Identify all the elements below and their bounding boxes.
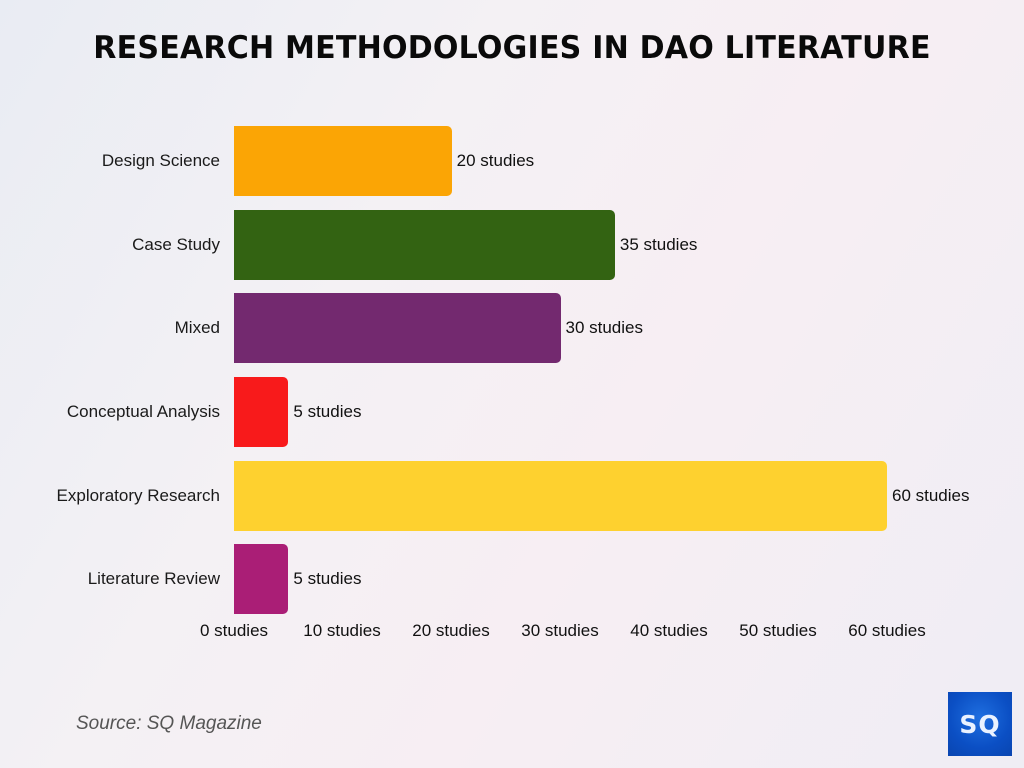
x-axis-tick: 20 studies: [412, 621, 490, 640]
category-label: Conceptual Analysis: [66, 402, 220, 421]
value-label: 5 studies: [293, 569, 362, 588]
bar-exploratory-research: [234, 461, 887, 531]
bar-design-science: [234, 126, 452, 196]
bar-literature-review: [234, 544, 289, 614]
bar-chart: Design Science 20 studies Case Study 35 stu…: [56, 126, 970, 640]
bar-conceptual-analysis: [234, 377, 289, 447]
value-label: 20 studies: [456, 151, 535, 170]
category-label: Case Study: [132, 235, 220, 254]
chart-title: RESEARCH METHODOLOGIES IN DAO LITERATURE: [93, 30, 931, 66]
bar-case-study: [234, 210, 615, 280]
value-label: 5 studies: [293, 402, 362, 421]
value-label: 60 studies: [892, 486, 970, 505]
logo-text: SQ: [959, 709, 1001, 739]
x-axis-tick: 10 studies: [303, 621, 381, 640]
sq-logo-icon: SQ: [948, 692, 1012, 756]
value-label: 30 studies: [565, 318, 644, 337]
category-label: Design Science: [101, 151, 220, 170]
category-label: Mixed: [174, 318, 220, 337]
x-axis-tick: 60 studies: [848, 621, 926, 640]
x-axis-tick: 0 studies: [199, 621, 269, 640]
x-axis-tick: 40 studies: [630, 621, 708, 640]
source-note: Source: SQ Magazine: [76, 713, 262, 734]
x-axis-tick: 30 studies: [521, 621, 599, 640]
bar-mixed: [234, 293, 561, 363]
x-axis-tick: 50 studies: [739, 621, 817, 640]
value-label: 35 studies: [619, 235, 698, 254]
category-label: Exploratory Research: [56, 486, 220, 505]
category-label: Literature Review: [87, 569, 220, 588]
